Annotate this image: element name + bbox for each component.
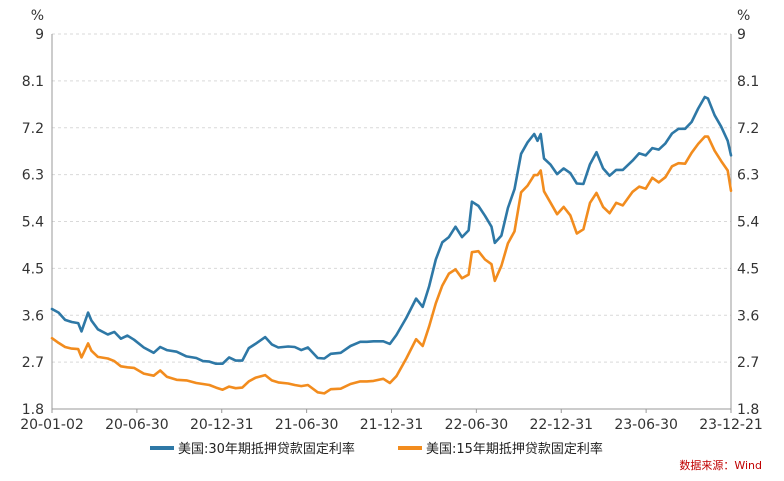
axes: 1.8 1.8 2.7 2.7 3.6 3.6 4.5 4.5 5.4 5.4 6.3 6.3 7.2 7… bbox=[20, 8, 763, 433]
y-tick-label-right: 2.7 bbox=[737, 355, 759, 371]
y-tick-label-left: 4.5 bbox=[22, 261, 44, 277]
x-tick-label: 20-01-02 bbox=[20, 417, 84, 433]
source-note: 数据来源：Wind bbox=[679, 459, 762, 472]
x-tick-label: 21-12-31 bbox=[360, 417, 424, 433]
y-tick-label-right: 4.5 bbox=[737, 261, 759, 277]
y-tick-label-right: 3.6 bbox=[737, 308, 759, 324]
y-tick-label-left: 7.2 bbox=[22, 121, 44, 137]
x-tick-label: 22-06-30 bbox=[445, 417, 509, 433]
y-tick-label-left: 2.7 bbox=[22, 355, 44, 371]
y-unit-left: % bbox=[31, 8, 44, 24]
y-tick-label-left: 1.8 bbox=[22, 402, 44, 418]
y-unit-right: % bbox=[737, 8, 750, 24]
y-tick-label-left: 6.3 bbox=[22, 168, 44, 184]
y-tick-label-right: 6.3 bbox=[737, 168, 759, 184]
x-tick-label: 22-12-31 bbox=[529, 417, 593, 433]
y-tick-label-right: 9 bbox=[737, 27, 746, 43]
y-tick-label-left: 5.4 bbox=[22, 215, 44, 231]
x-tick-label: 20-12-31 bbox=[190, 417, 254, 433]
y-tick-label-right: 7.2 bbox=[737, 121, 759, 137]
series-line-1 bbox=[50, 95, 733, 365]
legend: 美国:30年期抵押贷款固定利率 美国:15年期抵押贷款固定利率 bbox=[150, 441, 603, 457]
x-tick-label: 21-06-30 bbox=[275, 417, 339, 433]
y-tick-label-right: 5.4 bbox=[737, 215, 759, 231]
gridlines bbox=[52, 33, 731, 363]
y-tick-label-left: 3.6 bbox=[22, 308, 44, 324]
x-tick-label: 23-12-21 bbox=[699, 417, 763, 433]
y-tick-label-right: 1.8 bbox=[737, 402, 759, 418]
x-tick-label: 20-06-30 bbox=[105, 417, 169, 433]
legend-label-1: 美国:30年期抵押贷款固定利率 bbox=[178, 441, 355, 457]
y-tick-label-left: 8.1 bbox=[22, 74, 44, 90]
y-tick-label-left: 9 bbox=[35, 27, 44, 43]
series-lines bbox=[50, 95, 733, 395]
y-tick-label-right: 8.1 bbox=[737, 74, 759, 90]
series-line-2 bbox=[50, 135, 733, 395]
x-tick-label: 23-06-30 bbox=[614, 417, 678, 433]
legend-label-2: 美国:15年期抵押贷款固定利率 bbox=[426, 441, 603, 457]
